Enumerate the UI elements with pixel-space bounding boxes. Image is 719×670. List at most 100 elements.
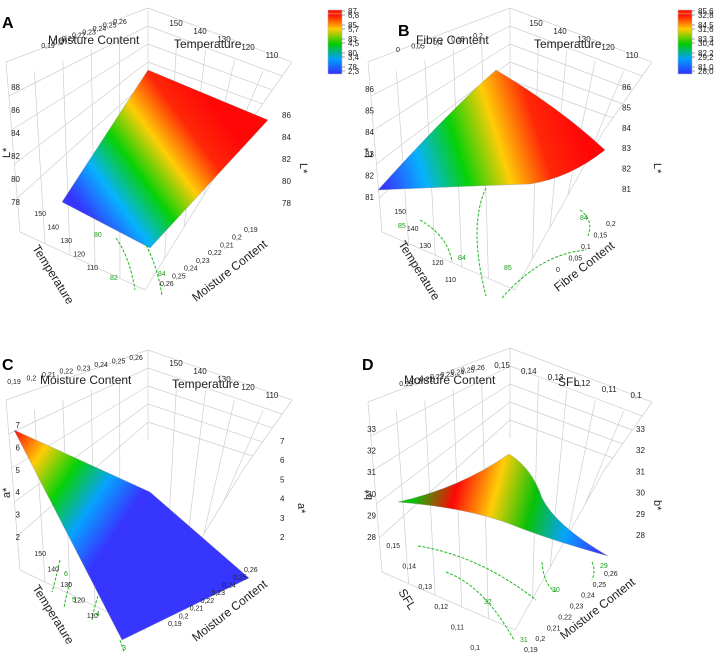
x-axis-title: Moisture Content [48, 33, 140, 47]
y-tick-label: 130 [577, 35, 591, 44]
z-tick-label: 81 [365, 193, 374, 202]
x-tick-label: 0,21 [62, 36, 76, 43]
gridline [509, 401, 623, 445]
colorbar-scale [677, 13, 693, 75]
panel-label: C [2, 357, 14, 374]
z-tick-label: 78 [11, 198, 20, 207]
z-tick-label: 31 [367, 468, 376, 477]
colorbar-tick-label: 85,6 [698, 7, 714, 16]
z-tick-label: 2 [280, 533, 285, 542]
x-axis-title: Fibre Content [416, 33, 489, 47]
colorbar-tick-label: 6,8 [348, 11, 360, 20]
z-tick-label: 86 [11, 106, 20, 115]
contour-line [591, 561, 595, 581]
x-tick-label: 0,2 [53, 40, 63, 47]
gridline [509, 419, 613, 459]
z-tick-label: 7 [16, 421, 21, 430]
x-tick-label: 0,25 [112, 358, 126, 365]
contour-line [579, 209, 591, 237]
box-edge [602, 401, 653, 473]
side-x-tick-label: 0,19 [168, 621, 182, 628]
gridline [147, 421, 253, 457]
colorbar-tick-label: 80 [348, 49, 357, 58]
colorbar-tick-label: 32,8 [698, 11, 714, 20]
side-x-tick-label: 0 [556, 267, 560, 274]
z-axis-title: L* [1, 147, 13, 158]
contour-label: 31 [520, 637, 528, 644]
gridline [34, 71, 46, 244]
gridline [147, 61, 263, 105]
side-x-tick-label: 0,23 [196, 258, 210, 265]
gridline [509, 43, 633, 91]
side-y-axis-title: SFL [395, 586, 419, 612]
z-tick-label: 5 [16, 466, 21, 475]
gridline [373, 383, 511, 471]
box-edge [5, 7, 149, 63]
z-tick-label: 4 [16, 488, 21, 497]
contour-line [476, 187, 487, 297]
response-surface [377, 69, 606, 191]
contour-line [119, 639, 125, 653]
z-tick-label: 85 [622, 103, 631, 112]
box-edge [147, 349, 293, 401]
box-edge [5, 349, 149, 401]
colorbar-tick-label: 83 [348, 35, 357, 44]
gridline [567, 400, 596, 536]
contour-label: 85 [504, 265, 512, 272]
z-tick-label: 33 [636, 425, 645, 434]
y-tick-label: 110 [266, 391, 279, 400]
contour-label: 82 [110, 275, 118, 282]
z-tick-label: 80 [282, 177, 291, 186]
z-axis-title: L* [297, 163, 309, 174]
x-tick-label: 0,05 [411, 44, 425, 51]
side-y-tick-label: 110 [87, 613, 98, 620]
gridline [16, 79, 149, 199]
x-tick-label: 0,24 [451, 370, 465, 377]
response-surface [61, 69, 269, 249]
side-y-tick-label: 140 [407, 226, 419, 233]
z-tick-label: 86 [282, 111, 291, 120]
gridline [509, 365, 643, 417]
contour-label: 84 [458, 255, 466, 262]
y-tick-label: 0,14 [521, 367, 537, 376]
z-tick-label: 78 [282, 199, 291, 208]
gridline [509, 79, 613, 119]
gridline [147, 385, 273, 429]
z-tick-label: 33 [367, 425, 376, 434]
gridline [62, 60, 71, 256]
side-y-tick-label: 130 [60, 238, 72, 245]
contour-line [91, 595, 99, 621]
y-tick-label: 150 [169, 359, 183, 368]
z-tick-label: 81 [622, 185, 631, 194]
side-x-tick-label: 0,25 [233, 575, 247, 582]
contour-line [417, 545, 537, 601]
x-tick-label: 0,15 [451, 37, 465, 44]
x-tick-label: 0,23 [77, 365, 91, 372]
contour-label: 4 [96, 611, 100, 618]
contour-label: 84 [158, 271, 166, 278]
z-tick-label: 82 [282, 155, 291, 164]
y-axis-title: Temperature [174, 37, 242, 51]
side-y-tick-label: 140 [47, 567, 59, 574]
x-tick-label: 0,2 [27, 376, 37, 383]
z-tick-label: 86 [622, 83, 631, 92]
colorbar-tick-label: 83,3 [698, 35, 714, 44]
z-tick-label: 30 [367, 490, 376, 499]
y-tick-label: 150 [169, 19, 183, 28]
colorbar-scale [327, 13, 343, 75]
z-tick-label: 4 [280, 495, 285, 504]
z-axis-title: b* [363, 489, 375, 500]
x-tick-label: 0,22 [72, 33, 86, 40]
box-edge [5, 399, 21, 571]
gridline [376, 401, 511, 505]
colorbar-tick-label: 81,0 [698, 63, 714, 72]
side-y-tick-label: 140 [47, 225, 59, 232]
side-x-tick-label: 0,15 [594, 233, 608, 240]
z-tick-label: 83 [622, 144, 631, 153]
side-y-tick-label: 0,14 [402, 563, 416, 570]
x-tick-label: 0,22 [430, 374, 444, 381]
side-y-tick-label: 120 [73, 598, 85, 605]
